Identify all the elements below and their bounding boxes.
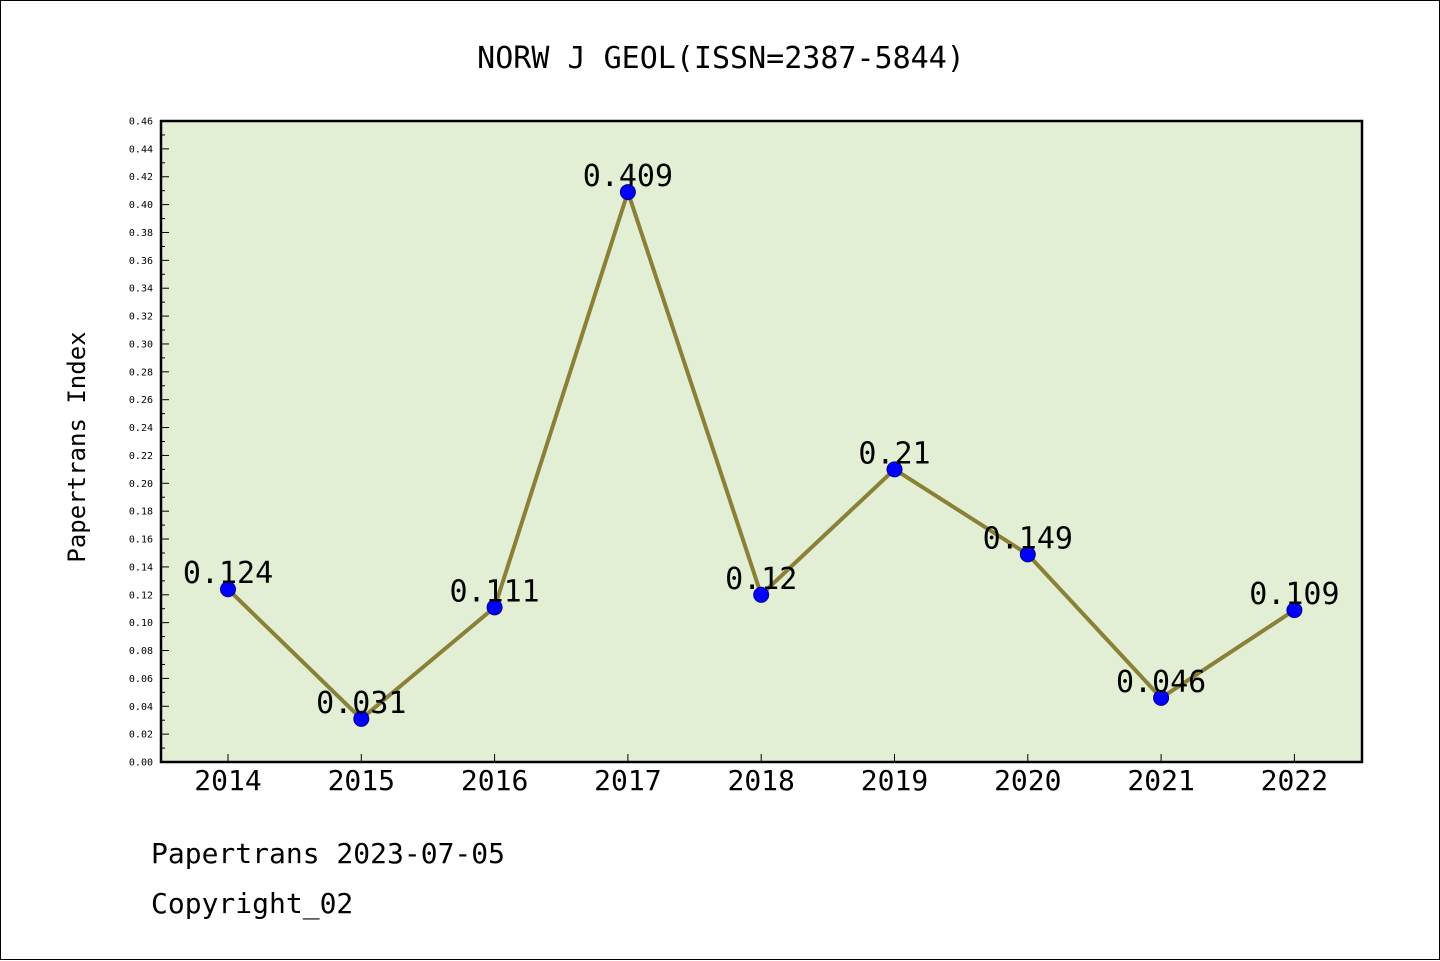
plot-border	[159, 119, 1364, 764]
data-point	[886, 461, 903, 478]
footer-date: Papertrans 2023-07-05	[151, 837, 506, 870]
y-tick-label: 0.06	[129, 674, 153, 685]
data-label: 0.031	[316, 686, 406, 721]
x-tick-label: 2017	[594, 764, 661, 797]
footer-copyright: Copyright_02	[151, 887, 354, 920]
x-tick-label: 2018	[727, 764, 794, 797]
y-tick-label: 0.08	[129, 646, 153, 657]
plot-area	[161, 121, 1362, 762]
y-tick-label: 0.44	[129, 144, 153, 155]
data-point	[220, 581, 236, 598]
data-point	[1153, 689, 1170, 706]
data-label: 0.046	[1116, 665, 1206, 700]
x-tick-label: 2015	[328, 764, 395, 797]
y-tick-label: 0.16	[129, 535, 153, 546]
data-label: 0.111	[449, 574, 539, 609]
y-tick-label: 0.36	[129, 256, 153, 267]
data-label: 0.109	[1249, 577, 1339, 612]
y-tick-label: 0.42	[129, 172, 153, 183]
data-label: 0.12	[725, 562, 797, 597]
data-point	[1019, 546, 1036, 563]
x-tick-label: 2021	[1127, 764, 1194, 797]
data-point	[753, 586, 770, 603]
y-tick-label: 0.22	[129, 451, 153, 462]
y-tick-label: 0.10	[129, 618, 153, 629]
y-tick-label: 0.32	[129, 312, 153, 323]
data-point	[619, 184, 636, 201]
y-tick-label: 0.00	[129, 758, 153, 769]
y-tick-label: 0.30	[129, 339, 153, 350]
data-point	[486, 599, 503, 616]
data-label: 0.409	[583, 159, 673, 194]
y-tick-label: 0.20	[129, 479, 153, 490]
y-tick-label: 0.34	[129, 284, 153, 295]
chart-title: NORW J GEOL(ISSN=2387-5844)	[477, 41, 965, 76]
y-tick-label: 0.38	[129, 228, 153, 239]
data-point	[1286, 602, 1303, 619]
y-tick-label: 0.40	[129, 200, 153, 211]
y-tick-label: 0.14	[129, 562, 153, 573]
x-tick-label: 2022	[1261, 764, 1328, 797]
x-tick-label: 2016	[461, 764, 528, 797]
data-label: 0.21	[858, 436, 930, 471]
y-tick-label: 0.04	[129, 702, 153, 713]
data-label: 0.149	[983, 521, 1073, 556]
y-tick-label: 0.46	[129, 117, 153, 128]
x-tick-label: 2020	[994, 764, 1061, 797]
x-tick-label: 2019	[861, 764, 928, 797]
y-tick-label: 0.26	[129, 395, 153, 406]
y-axis-label: Papertrans Index	[63, 331, 91, 562]
x-tick-label: 2014	[194, 764, 261, 797]
data-point	[353, 710, 370, 727]
y-tick-label: 0.02	[129, 730, 153, 741]
data-label: 0.124	[183, 556, 273, 591]
y-tick-label: 0.28	[129, 367, 153, 378]
y-tick-label: 0.12	[129, 590, 153, 601]
y-tick-label: 0.18	[129, 507, 153, 518]
y-tick-label: 0.24	[129, 423, 153, 434]
